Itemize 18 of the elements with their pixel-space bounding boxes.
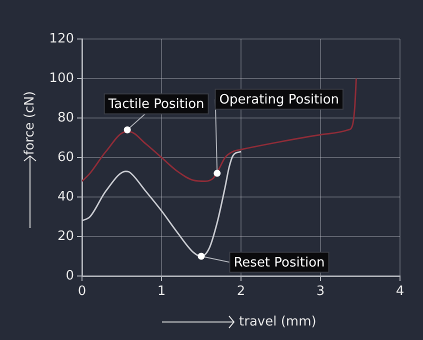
line-series: [82, 78, 358, 182]
x-tick-label: 3: [316, 284, 325, 300]
x-axis-title: travel (mm): [239, 314, 316, 330]
y-tick-label: 20: [57, 228, 74, 244]
y-tick-label: 0: [66, 268, 74, 284]
y-tick-label: 40: [57, 189, 74, 204]
y-tick-label: 80: [57, 110, 74, 126]
annotation: Tactile Position: [107, 97, 204, 112]
x-tick-label: 0: [78, 284, 86, 300]
y-tick-label: 60: [57, 150, 74, 165]
y-axis-title: force (cN): [22, 91, 38, 155]
y-tick-label: 100: [49, 70, 74, 86]
x-tick-label: 4: [396, 284, 404, 300]
y-tick-label: 120: [49, 31, 74, 46]
annotation: Reset Position: [234, 256, 325, 271]
x-tick-label: 2: [236, 284, 246, 300]
annotation: Operating Position: [219, 92, 340, 108]
x-tick-label: 1: [157, 284, 166, 300]
